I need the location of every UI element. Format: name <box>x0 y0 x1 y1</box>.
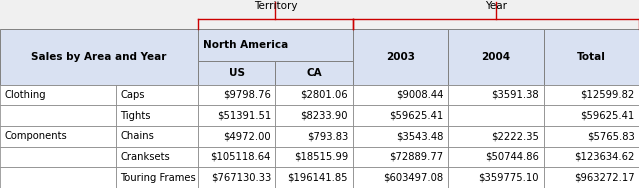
FancyBboxPatch shape <box>544 126 639 147</box>
Text: Tights: Tights <box>121 111 151 121</box>
Text: $9798.76: $9798.76 <box>223 90 271 100</box>
FancyBboxPatch shape <box>275 61 353 85</box>
Text: $51391.51: $51391.51 <box>217 111 271 121</box>
FancyBboxPatch shape <box>353 29 448 85</box>
Text: $359775.10: $359775.10 <box>479 173 539 183</box>
Text: $793.83: $793.83 <box>307 131 348 141</box>
Text: $50744.86: $50744.86 <box>485 152 539 162</box>
FancyBboxPatch shape <box>448 105 544 126</box>
Text: $2801.06: $2801.06 <box>300 90 348 100</box>
Text: CA: CA <box>306 68 322 78</box>
FancyBboxPatch shape <box>198 85 275 105</box>
FancyBboxPatch shape <box>544 167 639 188</box>
Text: Sales by Area and Year: Sales by Area and Year <box>31 52 167 62</box>
FancyBboxPatch shape <box>198 147 275 167</box>
Text: Total: Total <box>577 52 606 62</box>
Text: $3543.48: $3543.48 <box>396 131 443 141</box>
FancyBboxPatch shape <box>0 147 116 167</box>
Text: Territory: Territory <box>254 1 297 11</box>
FancyBboxPatch shape <box>116 126 198 147</box>
FancyBboxPatch shape <box>116 105 198 126</box>
Text: Chains: Chains <box>121 131 155 141</box>
FancyBboxPatch shape <box>116 147 198 167</box>
FancyBboxPatch shape <box>0 167 116 188</box>
Text: $59625.41: $59625.41 <box>580 111 635 121</box>
FancyBboxPatch shape <box>448 167 544 188</box>
Text: $105118.64: $105118.64 <box>211 152 271 162</box>
FancyBboxPatch shape <box>198 61 275 85</box>
Text: $963272.17: $963272.17 <box>574 173 635 183</box>
FancyBboxPatch shape <box>0 126 116 147</box>
FancyBboxPatch shape <box>116 85 198 105</box>
Text: Touring Frames: Touring Frames <box>121 173 196 183</box>
Text: Year: Year <box>485 1 507 11</box>
FancyBboxPatch shape <box>353 147 448 167</box>
Text: 2003: 2003 <box>386 52 415 62</box>
FancyBboxPatch shape <box>275 167 353 188</box>
FancyBboxPatch shape <box>544 105 639 126</box>
Text: $196141.85: $196141.85 <box>288 173 348 183</box>
Text: $9008.44: $9008.44 <box>396 90 443 100</box>
Text: $4972.00: $4972.00 <box>224 131 271 141</box>
FancyBboxPatch shape <box>353 126 448 147</box>
Text: $2222.35: $2222.35 <box>491 131 539 141</box>
FancyBboxPatch shape <box>544 29 639 85</box>
FancyBboxPatch shape <box>275 126 353 147</box>
FancyBboxPatch shape <box>0 85 116 105</box>
Text: Clothing: Clothing <box>4 90 46 100</box>
FancyBboxPatch shape <box>275 85 353 105</box>
FancyBboxPatch shape <box>448 29 544 85</box>
FancyBboxPatch shape <box>353 105 448 126</box>
Text: Cranksets: Cranksets <box>121 152 170 162</box>
FancyBboxPatch shape <box>198 126 275 147</box>
FancyBboxPatch shape <box>116 167 198 188</box>
Text: $603497.08: $603497.08 <box>383 173 443 183</box>
FancyBboxPatch shape <box>544 147 639 167</box>
FancyBboxPatch shape <box>198 167 275 188</box>
FancyBboxPatch shape <box>353 167 448 188</box>
FancyBboxPatch shape <box>275 105 353 126</box>
FancyBboxPatch shape <box>448 85 544 105</box>
Text: Caps: Caps <box>121 90 145 100</box>
Text: 2004: 2004 <box>481 52 511 62</box>
FancyBboxPatch shape <box>198 29 353 61</box>
Text: US: US <box>229 68 245 78</box>
Text: $72889.77: $72889.77 <box>389 152 443 162</box>
FancyBboxPatch shape <box>0 105 116 126</box>
Text: $12599.82: $12599.82 <box>580 90 635 100</box>
FancyBboxPatch shape <box>198 105 275 126</box>
FancyBboxPatch shape <box>275 147 353 167</box>
Text: North America: North America <box>203 40 289 50</box>
FancyBboxPatch shape <box>448 147 544 167</box>
FancyBboxPatch shape <box>353 85 448 105</box>
Text: $123634.62: $123634.62 <box>574 152 635 162</box>
Text: $8233.90: $8233.90 <box>300 111 348 121</box>
FancyBboxPatch shape <box>0 29 198 85</box>
Text: $3591.38: $3591.38 <box>491 90 539 100</box>
Text: $59625.41: $59625.41 <box>389 111 443 121</box>
Text: Components: Components <box>4 131 67 141</box>
FancyBboxPatch shape <box>448 126 544 147</box>
FancyBboxPatch shape <box>544 85 639 105</box>
Text: $767130.33: $767130.33 <box>211 173 271 183</box>
Text: $5765.83: $5765.83 <box>587 131 635 141</box>
Text: $18515.99: $18515.99 <box>294 152 348 162</box>
